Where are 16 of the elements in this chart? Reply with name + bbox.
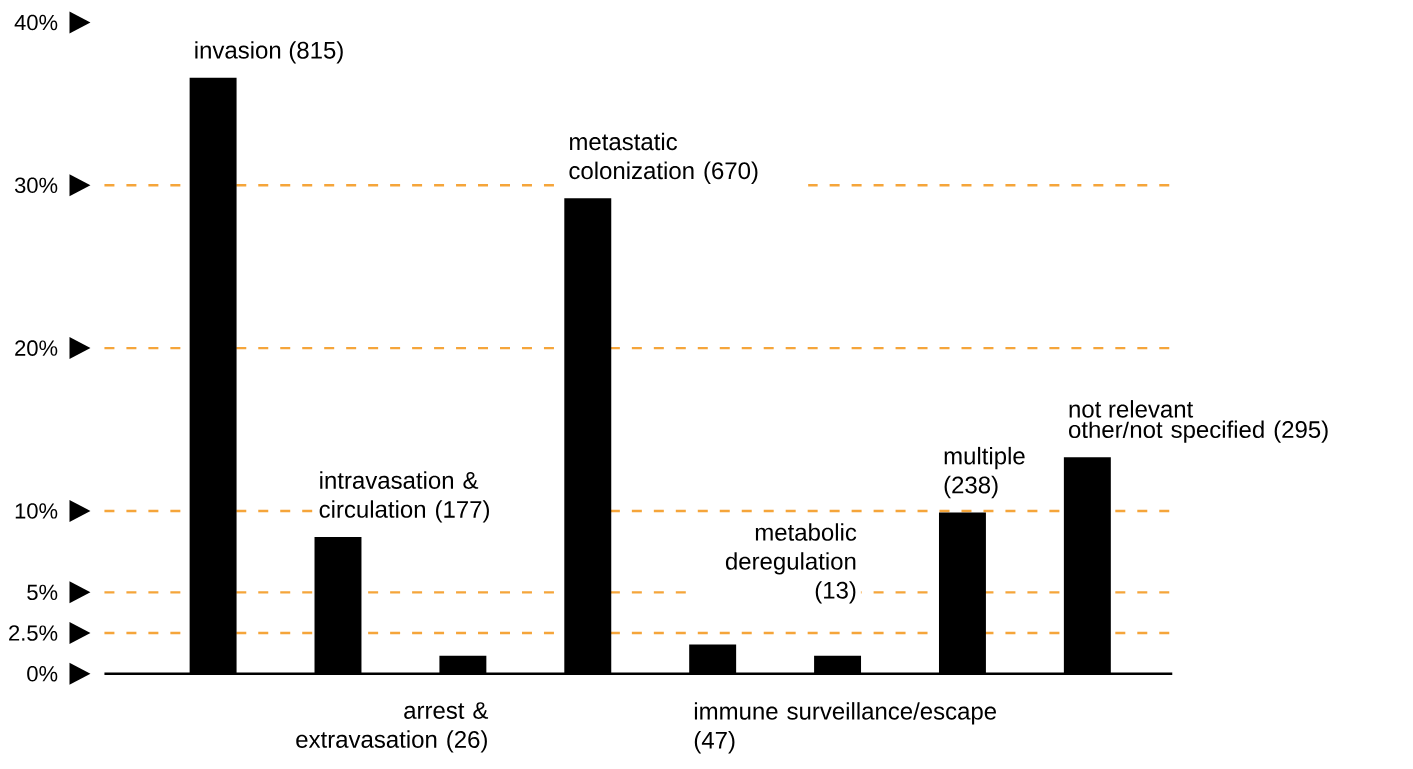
- annotation: intravasation & circulation (177): [319, 471, 489, 523]
- annotation: multiple (238): [944, 446, 1025, 499]
- annotation: other/not specified (295): [1069, 420, 1328, 443]
- annotation: not relevant: [1069, 400, 1194, 418]
- text: immune surveillance/escape (47): [694, 702, 996, 754]
- annotation: invasion (815): [195, 41, 343, 64]
- text: arrest & extravasation (26): [296, 702, 489, 753]
- y-tick-label: 20%: [15, 340, 58, 356]
- y-tick-label: 40%: [14, 14, 58, 31]
- y-tick-label: 0%: [27, 665, 58, 682]
- y-tick-label: 2.5%: [9, 625, 58, 641]
- y-tick-label: 30%: [14, 177, 58, 194]
- y-tick-label: 10%: [15, 503, 58, 519]
- y-tick-label: 5%: [27, 584, 58, 601]
- annotation: metabolic deregulation (13): [725, 523, 857, 604]
- annotation: metastatic colonization (670): [569, 132, 758, 184]
